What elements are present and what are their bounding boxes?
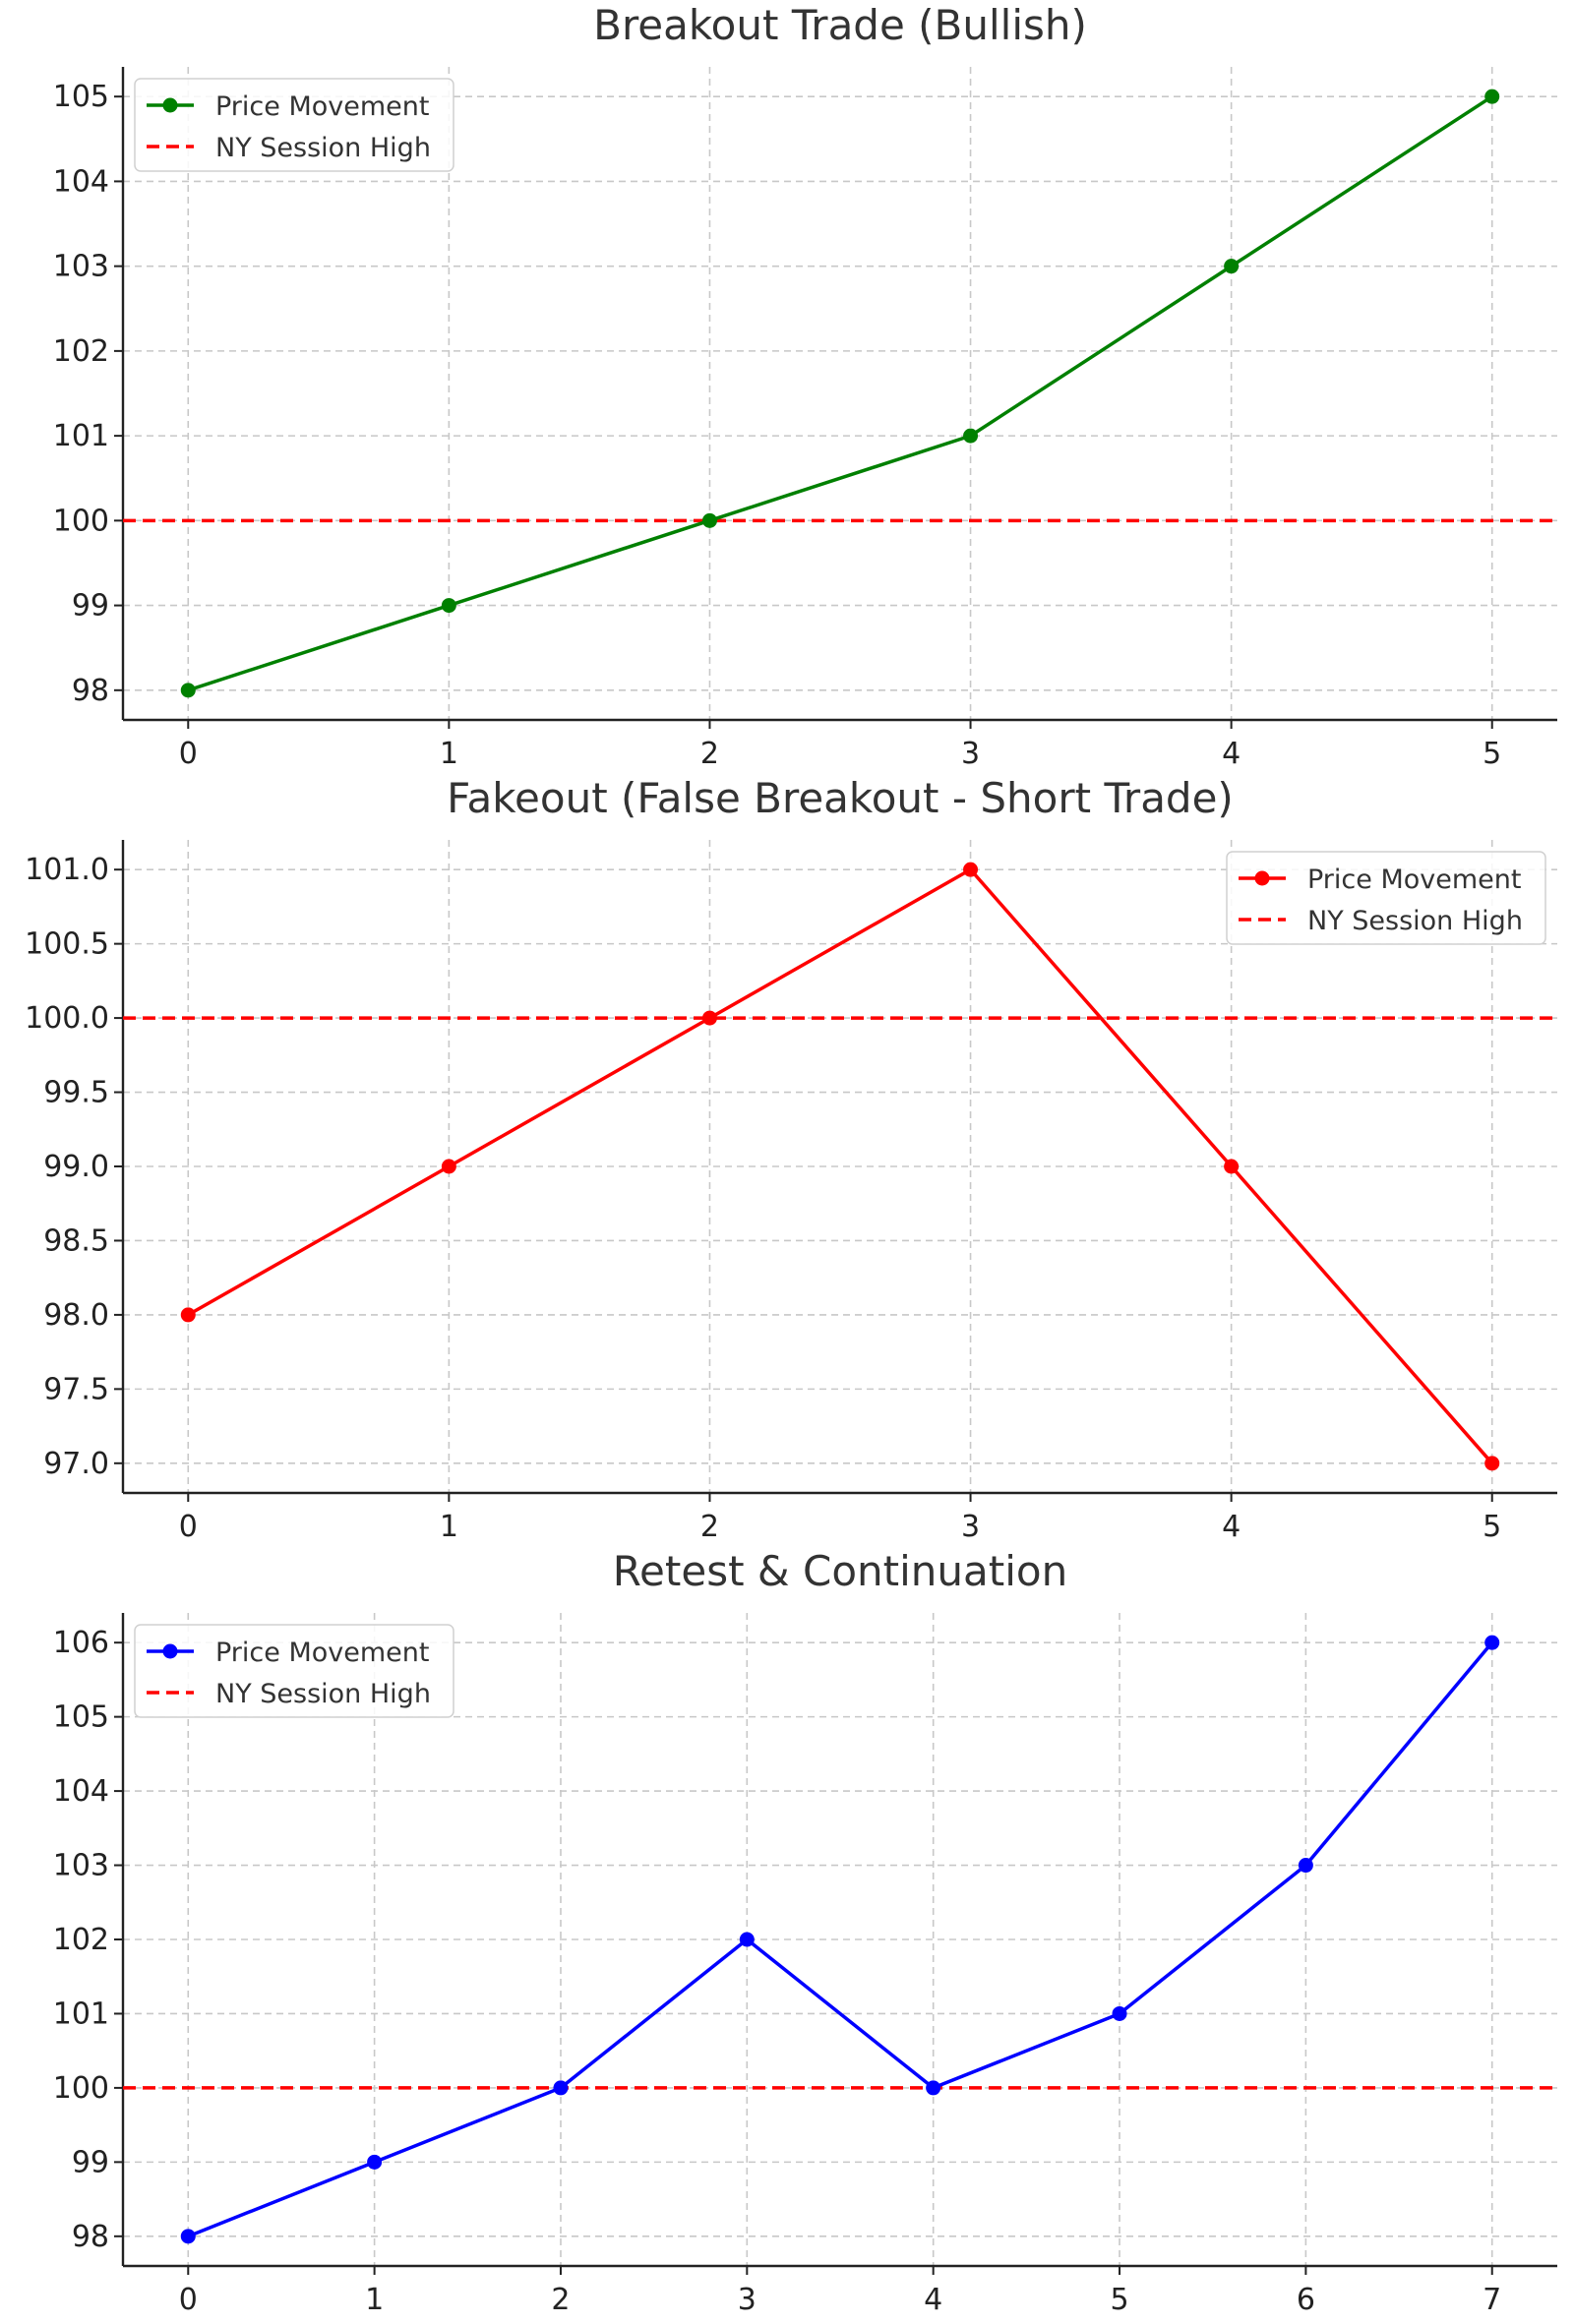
legend-label-price: Price Movement [1307,864,1521,895]
data-point [367,2154,383,2170]
x-tick-label: 3 [961,737,980,771]
x-tick-label: 3 [738,2283,757,2317]
data-point [926,2080,941,2096]
y-tick-label: 99 [72,2145,109,2179]
x-tick-label: 4 [1222,737,1241,771]
legend: Price Movement NY Session High [134,78,454,172]
y-tick-label: 104 [53,1774,109,1809]
y-tick-label: 98.5 [43,1223,109,1258]
data-point [1224,1159,1240,1174]
y-tick-label: 106 [53,1626,109,1660]
legend-box [134,1624,454,1718]
x-tick-label: 1 [440,1510,458,1544]
x-tick-label: 5 [1483,1510,1501,1544]
data-point [1484,1635,1500,1650]
legend-label-session-high: NY Session High [215,133,431,163]
y-tick-label: 103 [53,250,109,284]
data-point [1298,1858,1313,1874]
data-point [180,1307,196,1323]
price-movement-line [187,94,1493,692]
legend-label-session-high: NY Session High [1307,906,1523,936]
y-tick-label: 103 [53,1849,109,1883]
y-tick-label: 98 [72,2220,109,2254]
x-tick-label: 2 [551,2283,570,2317]
legend-marker-price [1254,870,1270,886]
data-point [180,2229,196,2244]
chart-title: Breakout Trade (Bullish) [593,1,1087,49]
data-point [1484,1456,1500,1471]
x-tick-label: 0 [179,2283,198,2317]
x-tick-label: 1 [365,2283,384,2317]
x-tick-label: 4 [924,2283,942,2317]
x-tick-label: 5 [1110,2283,1128,2317]
legend: Price Movement NY Session High [1226,851,1546,945]
legend-marker-price [162,97,178,113]
y-tick-label: 98 [72,674,109,708]
x-tick-label: 0 [179,737,198,771]
legend-marker-price [162,1643,178,1659]
data-point [1112,2005,1127,2021]
legend-label-session-high: NY Session High [215,1679,431,1709]
y-tick-label: 100.5 [25,927,109,962]
y-tick-label: 99 [72,589,109,624]
y-tick-label: 100.0 [25,1001,109,1036]
y-tick-label: 99.0 [43,1150,109,1184]
data-point [180,683,196,698]
data-point [701,1010,717,1026]
legend-box [134,78,454,172]
y-tick-label: 102 [53,334,109,369]
x-tick-label: 0 [179,1510,198,1544]
data-point [963,862,979,877]
y-tick-label: 100 [53,2071,109,2106]
data-point [441,1159,456,1174]
legend-box [1226,851,1546,945]
y-tick-label: 105 [53,1700,109,1735]
legend: Price Movement NY Session High [134,1624,454,1718]
chart-panel-1: 0 1 2 3 4 5 98 99 100 101 102 103 104 105 Breakout Tra… [53,1,1557,771]
y-tick-label: 104 [53,164,109,199]
x-tick-label: 1 [440,737,458,771]
y-tick-label: 100 [53,504,109,538]
price-movement-line [187,867,1494,1464]
data-point [441,598,456,614]
x-tick-label: 6 [1297,2283,1315,2317]
y-tick-label: 105 [53,80,109,114]
data-point [701,512,717,528]
y-tick-label: 97.5 [43,1372,109,1406]
data-point [1224,259,1240,274]
chart-panel-3: 0 1 2 3 4 5 6 7 98 99 100 101 102 103 104 105 106 Retest … [53,1547,1557,2317]
data-point [963,428,979,444]
y-tick-label: 99.5 [43,1076,109,1110]
chart-title: Fakeout (False Breakout - Short Trade) [447,774,1234,822]
y-tick-label: 98.0 [43,1298,109,1333]
y-tick-label: 101.0 [25,853,109,887]
data-point [553,2080,569,2096]
y-tick-label: 97.0 [43,1447,109,1481]
data-point [739,1932,755,1947]
chart-panel-2: 0 1 2 3 4 5 97.0 97.5 98.0 98.5 99.0 99.5 100.0 100.5… [25,774,1557,1544]
x-tick-label: 4 [1222,1510,1241,1544]
x-tick-label: 5 [1483,737,1501,771]
x-tick-label: 2 [700,737,719,771]
legend-label-price: Price Movement [215,1638,429,1668]
y-tick-label: 101 [53,1996,109,2031]
price-movement-line [187,1641,1494,2238]
chart-title: Retest & Continuation [613,1547,1067,1595]
y-tick-label: 101 [53,419,109,453]
y-tick-label: 102 [53,1923,109,1957]
data-point [1484,89,1500,104]
x-tick-label: 3 [961,1510,980,1544]
legend-label-price: Price Movement [215,91,429,122]
x-tick-label: 2 [700,1510,719,1544]
x-tick-label: 7 [1483,2283,1501,2317]
